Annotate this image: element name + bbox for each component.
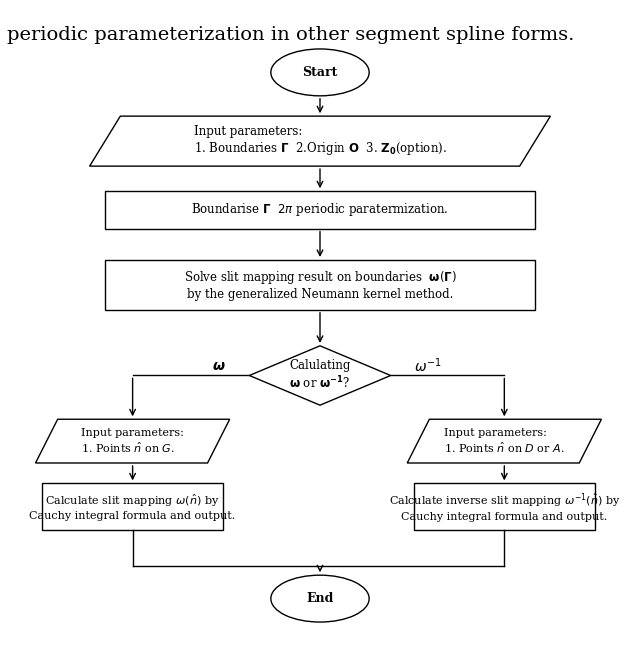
Text: End: End [307,592,333,605]
Text: Calulating
$\mathbf{\omega}$ or $\mathbf{\omega^{-1}}$?: Calulating $\mathbf{\omega}$ or $\mathbf… [289,359,351,392]
Bar [413,483,595,530]
Bar [42,483,223,530]
Text: Input parameters:
1. Points $\hat{n}$ on $D$ or $A$.: Input parameters: 1. Points $\hat{n}$ on… [444,428,564,454]
Bar [105,191,535,229]
Text: Calculate slit mapping $\omega(\hat{n})$ by
Cauchy integral formula and output.: Calculate slit mapping $\omega(\hat{n})$… [29,493,236,521]
Text: Calculate inverse slit mapping $\omega^{-1}(\hat{n})$ by
Cauchy integral formula: Calculate inverse slit mapping $\omega^{… [388,492,620,521]
Text: Input parameters:
1. Boundaries $\mathbf{\Gamma}$  2.Origin $\mathbf{O}$  3. $\m: Input parameters: 1. Boundaries $\mathbf… [194,125,446,158]
Text: periodic parameterization in other segment spline forms.: periodic parameterization in other segme… [6,25,574,44]
Text: Boundarise $\mathbf{\Gamma}$  $2\pi$ periodic paratermization.: Boundarise $\mathbf{\Gamma}$ $2\pi$ peri… [191,201,449,218]
Text: $\boldsymbol{\omega^{-1}}$: $\boldsymbol{\omega^{-1}}$ [413,357,442,376]
Bar [105,260,535,310]
Text: Solve slit mapping result on boundaries  $\mathbf{\omega}(\mathbf{\Gamma})$
by t: Solve slit mapping result on boundaries … [184,269,456,301]
Text: $\boldsymbol{\omega}$: $\boldsymbol{\omega}$ [212,359,225,373]
Text: Start: Start [302,66,338,79]
Text: Input parameters:
1. Points $\hat{n}$ on $G$.: Input parameters: 1. Points $\hat{n}$ on… [81,428,184,454]
